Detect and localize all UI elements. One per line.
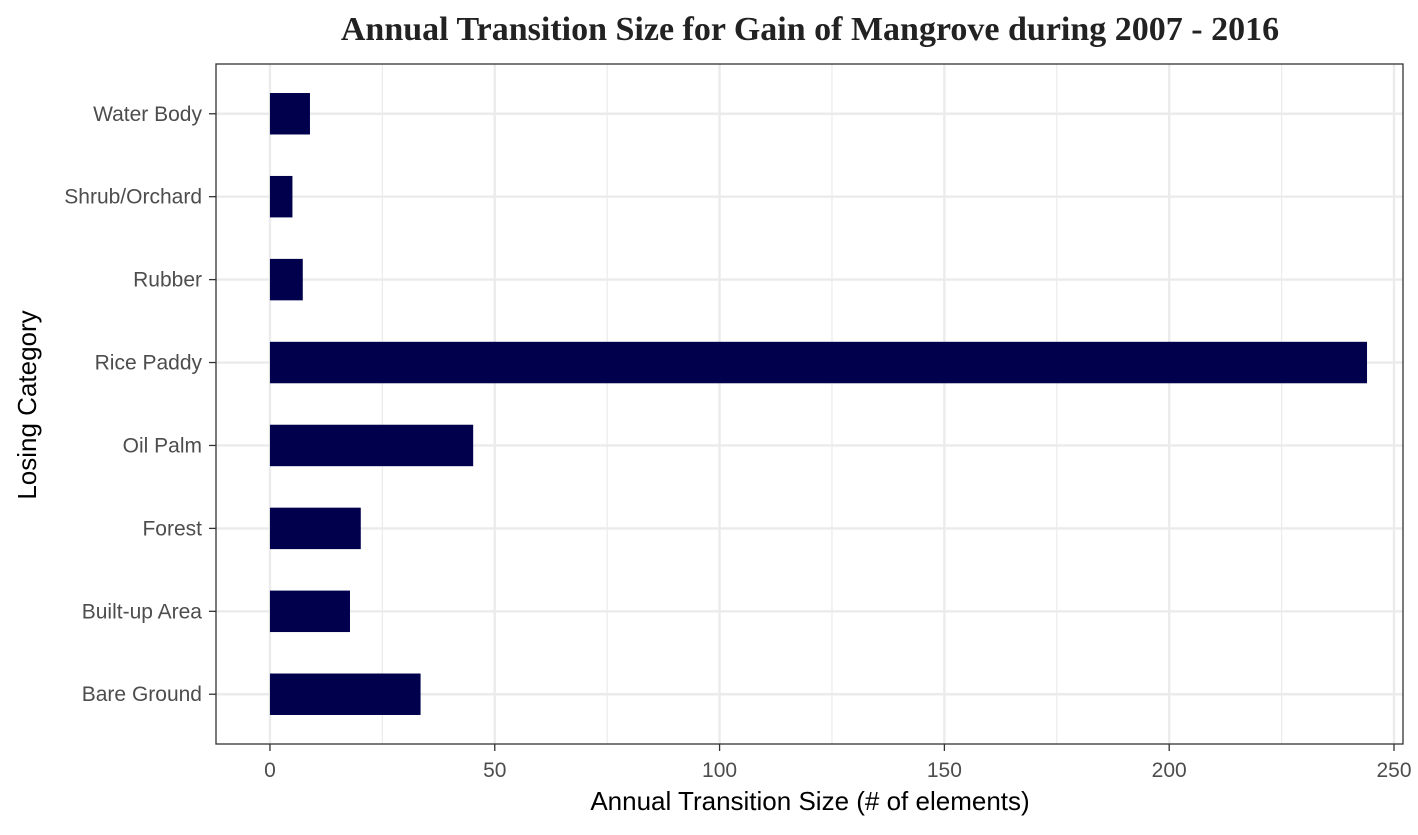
bar-rice-paddy [269,341,1368,384]
y-tick-label: Rubber [133,269,202,292]
x-tick-label: 250 [1376,759,1411,782]
bar-forest [269,507,361,550]
x-tick-label: 100 [702,759,737,782]
y-tick-label: Shrub/Orchard [64,186,202,209]
chart-title: Annual Transition Size for Gain of Mangr… [341,11,1279,48]
y-tick-label: Water Body [93,103,202,126]
panel-border [215,63,1404,745]
bar-built-up-area [269,590,350,633]
axis-layer: 0 50 100 150 200 250 Bare Ground Built-up Area F… [64,103,1411,782]
x-tick-label: 200 [1152,759,1187,782]
y-tick-label: Forest [142,517,202,540]
bars-layer [269,93,1368,715]
y-tick-label: Bare Ground [82,683,202,706]
bar-shrub-orchard [269,175,293,218]
y-tick-label: Built-up Area [82,600,203,623]
bar-oil-palm [269,424,474,467]
x-tick-label: 0 [264,759,276,782]
x-axis-title: Annual Transition Size (# of elements) [590,786,1029,816]
x-tick-label: 150 [927,759,962,782]
bar-water-body [269,93,310,135]
bar-bare-ground [269,673,421,715]
y-axis-title: Losing Category [12,310,42,499]
y-tick-label: Oil Palm [123,434,202,457]
x-tick-label: 50 [483,759,506,782]
bar-rubber [269,258,303,301]
y-tick-label: Rice Paddy [95,352,203,375]
grid-layer [216,64,1403,744]
